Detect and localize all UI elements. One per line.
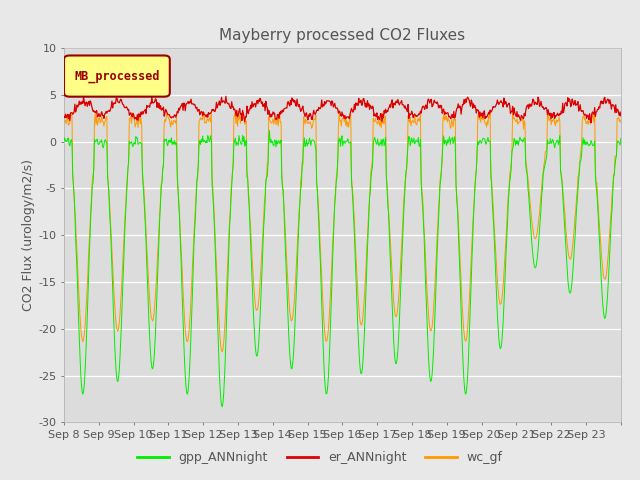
wc_gf xyxy=(218,349,226,355)
wc_gf xyxy=(617,120,625,125)
er_ANNnight xyxy=(432,100,440,106)
er_ANNnight xyxy=(228,104,236,110)
gpp_ANNnight xyxy=(433,271,440,276)
gpp_ANNnight xyxy=(617,135,625,141)
Line: wc_gf: wc_gf xyxy=(64,111,621,352)
er_ANNnight xyxy=(587,120,595,125)
er_ANNnight xyxy=(125,112,133,118)
Line: gpp_ANNnight: gpp_ANNnight xyxy=(64,131,621,407)
Text: MB_processed: MB_processed xyxy=(74,70,159,83)
er_ANNnight xyxy=(401,105,408,111)
gpp_ANNnight xyxy=(218,404,226,409)
wc_gf xyxy=(432,266,440,272)
wc_gf xyxy=(60,119,68,125)
gpp_ANNnight xyxy=(278,175,285,181)
wc_gf xyxy=(228,171,236,177)
er_ANNnight xyxy=(222,94,230,99)
gpp_ANNnight xyxy=(125,138,133,144)
er_ANNnight xyxy=(256,96,264,101)
gpp_ANNnight xyxy=(266,128,273,133)
gpp_ANNnight xyxy=(60,138,68,144)
wc_gf xyxy=(125,116,133,121)
FancyBboxPatch shape xyxy=(64,56,170,96)
Line: er_ANNnight: er_ANNnight xyxy=(64,96,621,122)
wc_gf xyxy=(401,189,408,195)
wc_gf xyxy=(277,120,285,125)
wc_gf xyxy=(256,281,264,287)
er_ANNnight xyxy=(60,114,68,120)
Y-axis label: CO2 Flux (urology/m2/s): CO2 Flux (urology/m2/s) xyxy=(22,159,35,311)
er_ANNnight xyxy=(617,113,625,119)
wc_gf xyxy=(591,108,598,114)
gpp_ANNnight xyxy=(228,170,236,176)
gpp_ANNnight xyxy=(401,183,409,189)
Legend: gpp_ANNnight, er_ANNnight, wc_gf: gpp_ANNnight, er_ANNnight, wc_gf xyxy=(132,446,508,469)
Title: Mayberry processed CO2 Fluxes: Mayberry processed CO2 Fluxes xyxy=(220,28,465,43)
er_ANNnight xyxy=(277,108,285,114)
gpp_ANNnight xyxy=(256,315,264,321)
